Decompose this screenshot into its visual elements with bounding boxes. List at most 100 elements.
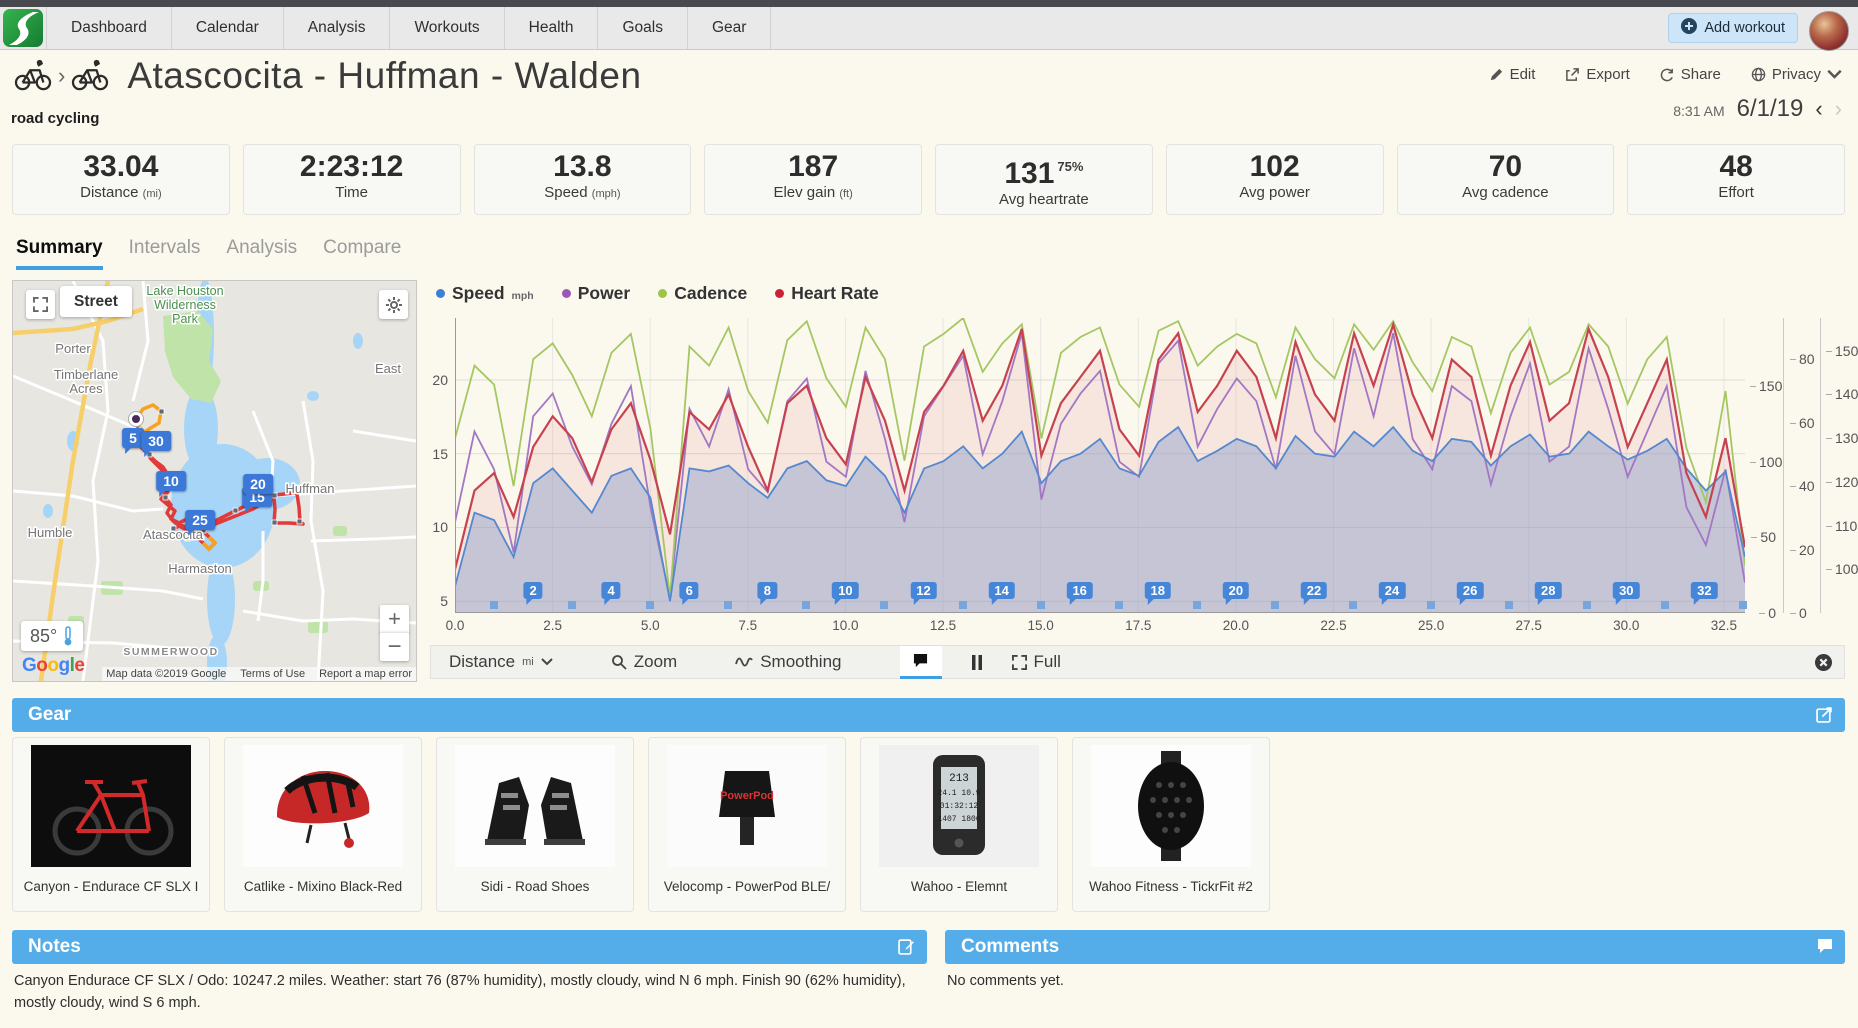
workout-action-buttons: Edit Export Share Privacy (1489, 66, 1842, 83)
nav-item-goals[interactable]: Goals (598, 7, 688, 49)
route-map[interactable]: Lake Houston Wilderness Park Porter Timberla… (12, 280, 417, 682)
stat-unit: (mph) (591, 188, 621, 200)
gear-card-wahoo-fitness-tickrfit-2[interactable]: Wahoo Fitness - TickrFit #2 (1072, 737, 1270, 912)
gear-card-sidi-road-shoes[interactable]: Sidi - Road Shoes (436, 737, 634, 912)
workout-title-row: › Atascocita - Huffman - Walden (14, 55, 642, 97)
chevron-down-icon (541, 658, 553, 666)
gear-item-label: Wahoo - Elemnt (910, 879, 1008, 894)
export-button[interactable]: Export (1565, 66, 1630, 83)
map-attribution-text: Map data ©2019 Google (106, 668, 227, 680)
app-logo-icon[interactable] (3, 9, 43, 47)
right-axis-tick: 130 (1826, 430, 1858, 446)
nav-item-health[interactable]: Health (505, 7, 599, 49)
chart-mile-badge-16: 16 (1066, 582, 1093, 605)
chart-mile-badge-28: 28 (1534, 582, 1562, 605)
add-workout-button[interactable]: Add workout (1668, 13, 1798, 43)
chart-mile-badge-32: 32 (1691, 582, 1718, 605)
stat-label: Avg heartrate (998, 191, 1089, 208)
map-attribution-link[interactable]: Terms of Use (240, 668, 306, 680)
tab-summary[interactable]: Summary (16, 237, 103, 270)
tick-dash (1759, 613, 1766, 614)
gear-card-velocomp-powerpod-ble[interactable]: PowerPod Velocomp - PowerPod BLE/ (648, 737, 846, 912)
map-style-button[interactable]: Street (60, 286, 132, 317)
edit-notes-icon[interactable] (898, 938, 915, 960)
stat-label: Speed (mph) (544, 184, 621, 201)
tab-analysis[interactable]: Analysis (226, 237, 298, 258)
svg-text:Porter: Porter (55, 341, 91, 356)
privacy-dropdown[interactable]: Privacy (1751, 66, 1842, 83)
x-tick-label: 30.0 (1613, 618, 1640, 633)
nav-item-gear[interactable]: Gear (688, 7, 772, 49)
stat-value: 102 (1249, 150, 1300, 183)
right-axis-tick: 0 (1790, 605, 1816, 621)
tick-dash (1790, 422, 1796, 424)
x-axis-mode-dropdown[interactable]: Distance mi (449, 652, 553, 672)
map-settings-button[interactable] (379, 290, 408, 319)
tooltip-cursor-icon (913, 653, 928, 668)
tick-dash (1751, 537, 1758, 539)
share-icon (1660, 68, 1673, 82)
x-tick-label: 15.0 (1027, 618, 1054, 633)
right-axis-tick: 0 (1750, 605, 1776, 621)
comments-body: No comments yet. (947, 973, 1064, 989)
x-tick-label: 2.5 (543, 618, 562, 633)
chart-mile-badge-8: 8 (757, 582, 777, 605)
legend-label: Heart Rate (791, 283, 879, 303)
chart-mile-badge-10: 10 (832, 582, 859, 605)
chart-mile-badge-24: 24 (1378, 582, 1406, 605)
manage-gear-icon[interactable] (1816, 706, 1833, 728)
nav-item-analysis[interactable]: Analysis (284, 7, 391, 49)
stat-value: 33.04 (83, 150, 159, 183)
x-tick-label: 32.5 (1710, 618, 1738, 633)
edit-button[interactable]: Edit (1489, 66, 1535, 83)
right-axis-tick: 20 (1790, 542, 1816, 558)
pencil-icon (1490, 68, 1502, 81)
chart-full-button[interactable]: Full (1011, 652, 1061, 672)
map-attribution-link[interactable]: Report a map error (319, 668, 412, 680)
gear-card-catlike-mixino-black-red[interactable]: Catlike - Mixino Black-Red (224, 737, 422, 912)
comment-bubble-icon[interactable] (1817, 938, 1833, 959)
comments-section-title: Comments (961, 936, 1060, 957)
google-logo-letter: G (22, 655, 37, 676)
tooltip-toggle-button[interactable] (899, 645, 942, 679)
nav-item-workouts[interactable]: Workouts (390, 7, 505, 49)
map-zoom-out-button[interactable]: − (380, 632, 409, 661)
notes-body: Canyon Endurace CF SLX / Odo: 10247.2 mi… (14, 973, 906, 1011)
right-axis-tick: 150 (1750, 378, 1782, 394)
gear-card-wahoo-elemnt[interactable]: 213 24.1 10.9 01:32:12 1407 1806 Wahoo - Ele… (860, 737, 1058, 912)
tab-intervals[interactable]: Intervals (128, 237, 201, 258)
map-attribution: Map data ©2019 Google Terms of Use Report … (102, 667, 416, 681)
legend-dot (775, 289, 785, 298)
map-mile-marker-20: 20 (243, 474, 273, 500)
chart-close-button[interactable] (1815, 654, 1832, 676)
chart-mile-tick (490, 601, 499, 609)
nav-item-calendar[interactable]: Calendar (172, 7, 284, 49)
export-icon (1566, 68, 1580, 81)
gear-card-canyon-endurace-cf-slx-i[interactable]: Canyon - Endurace CF SLX I (12, 737, 210, 912)
chart-zoom-control[interactable]: Zoom (611, 652, 677, 672)
chevron-down-icon (1827, 69, 1842, 79)
tab-compare[interactable]: Compare (323, 237, 402, 258)
page-title: Atascocita - Huffman - Walden (127, 55, 642, 96)
tick-dash (1790, 359, 1796, 361)
right-axis-tick: 100 (1826, 561, 1858, 577)
chart-mile-tick (568, 601, 577, 609)
user-avatar[interactable] (1809, 11, 1849, 51)
activity-chart[interactable]: 2 4 6 8 10 12 14 16 18 20 22 24 26 28 30 32 (453, 316, 1748, 613)
helmet-image (243, 745, 403, 867)
map-zoom-in-button[interactable]: + (380, 605, 409, 633)
cyclist-icon (14, 57, 52, 96)
nav-items: Dashboard Calendar Analysis Workouts Health G… (46, 7, 772, 49)
chart-smoothing-control[interactable]: Smoothing (735, 652, 842, 672)
nav-item-dashboard[interactable]: Dashboard (46, 7, 172, 49)
chart-mile-tick (802, 601, 811, 609)
x-tick-label: 25.0 (1417, 618, 1445, 633)
previous-workout-button[interactable]: ‹ (1815, 96, 1823, 121)
stat-value: 13.8 (553, 150, 612, 183)
map-fullscreen-button[interactable] (26, 290, 55, 319)
share-button[interactable]: Share (1660, 66, 1721, 83)
pause-button[interactable] (956, 646, 998, 679)
svg-text:Harmaston: Harmaston (168, 561, 232, 576)
